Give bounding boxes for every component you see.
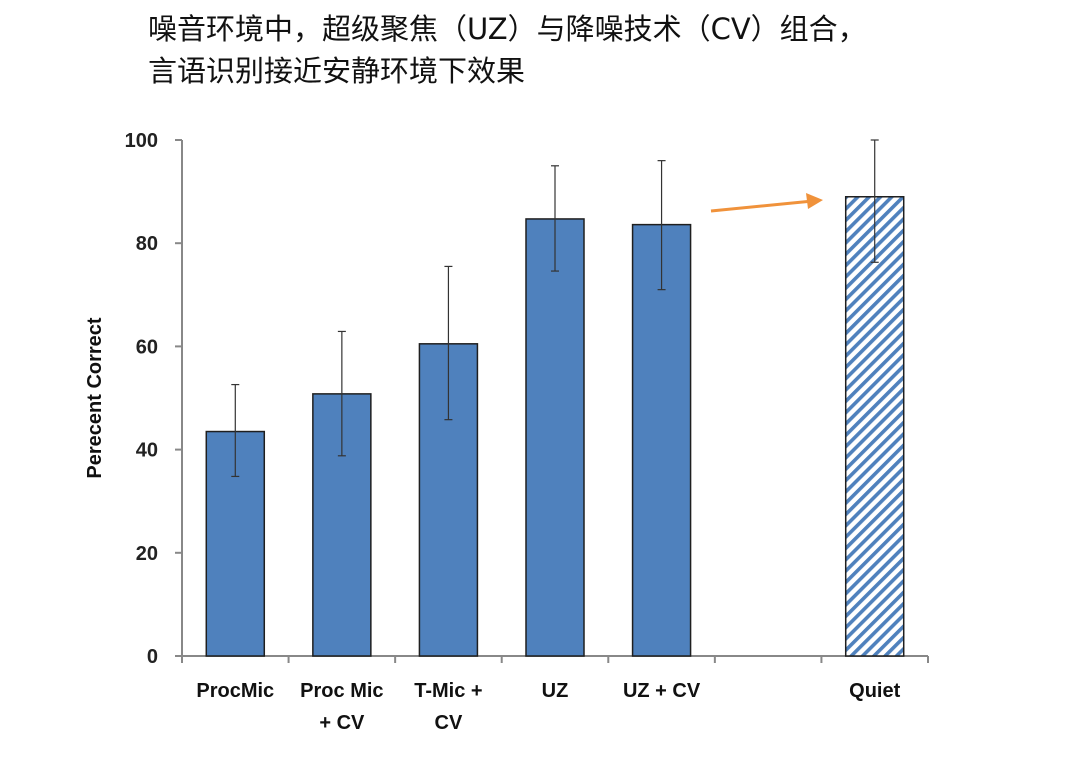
- y-tick-label: 100: [125, 130, 158, 152]
- title-line-2: 言语识别接近安静环境下效果: [148, 54, 526, 88]
- category-label: ProcMic: [196, 680, 274, 702]
- annotation-arrow-head: [806, 193, 823, 209]
- y-tick-label: 20: [136, 543, 158, 565]
- y-axis-label: Perecent Correct: [84, 317, 106, 479]
- category-label: Quiet: [849, 680, 900, 702]
- title-line-1: 噪音环境中，超级聚焦（UZ）与降噪技术（CV）组合，: [148, 12, 867, 46]
- y-tick-label: 60: [136, 336, 158, 358]
- y-tick-label: 0: [147, 646, 158, 668]
- y-tick-label: 80: [136, 233, 158, 255]
- annotation-arrow: [710, 199, 810, 213]
- category-label: + CV: [319, 712, 365, 734]
- category-label: Proc Mic: [300, 680, 383, 702]
- category-label: CV: [435, 712, 463, 734]
- bar: [844, 196, 905, 657]
- category-label: T-Mic +: [414, 680, 482, 702]
- y-tick-label: 40: [136, 440, 158, 462]
- category-label: UZ + CV: [623, 680, 701, 702]
- chart-title: 噪音环境中，超级聚焦（UZ）与降噪技术（CV）组合， 言语识别接近安静环境下效果: [148, 8, 1048, 92]
- bar: [525, 218, 585, 657]
- category-label: UZ: [542, 680, 569, 702]
